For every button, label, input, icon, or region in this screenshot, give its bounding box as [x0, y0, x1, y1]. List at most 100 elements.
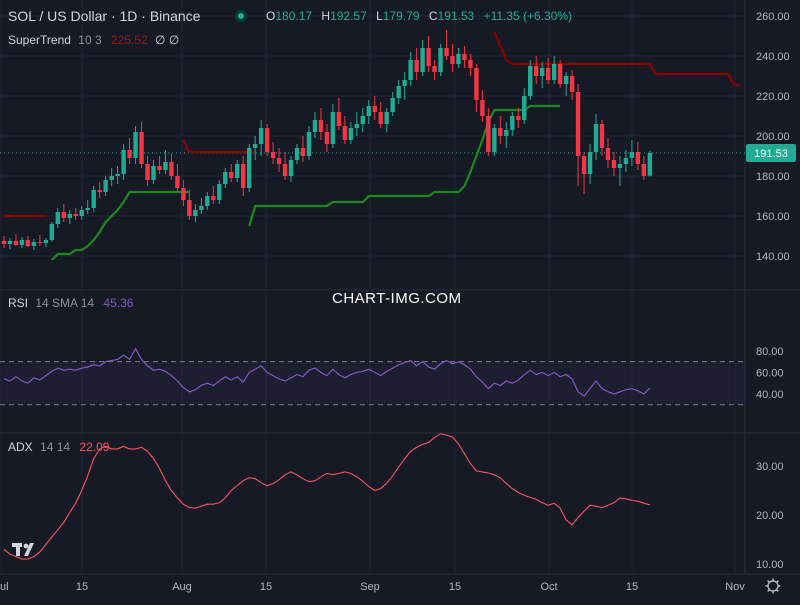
candle-body	[605, 148, 611, 160]
candle-body	[270, 152, 276, 158]
time-tick-label: Oct	[540, 581, 557, 593]
candle-body	[199, 206, 204, 210]
price-tick-label: 180.00	[756, 171, 790, 183]
candle-body	[534, 66, 539, 76]
candle-body	[581, 156, 587, 174]
candle-body	[587, 152, 593, 174]
last-price-tag	[746, 143, 796, 162]
candle-body	[540, 68, 545, 76]
candle-body	[211, 196, 216, 200]
candle-body	[157, 166, 162, 170]
price-tick-label: 240.00	[756, 51, 790, 63]
price-tick-label: 140.00	[756, 251, 790, 263]
candle-body	[121, 150, 126, 174]
candle-body	[504, 130, 509, 136]
candle-body	[127, 150, 132, 158]
candle-body	[282, 164, 288, 176]
gear-tooth	[775, 588, 779, 592]
candle-body	[498, 128, 503, 136]
candle-body	[635, 152, 641, 164]
rsi-legend[interactable]: RSI 14 SMA 14 45.36	[8, 296, 133, 310]
candle-body	[384, 112, 389, 124]
candle-body	[462, 54, 467, 60]
rsi-tick-label: 80.00	[756, 346, 784, 358]
change-value: +11.35 (+6.30%)	[483, 9, 573, 23]
rsi-name: RSI	[8, 296, 29, 310]
candle-body	[258, 128, 264, 144]
candle-body	[312, 120, 318, 132]
supertrend-up-segment	[51, 190, 190, 261]
last-price-label: 191.53	[754, 148, 788, 160]
candle-body	[516, 116, 521, 120]
low-value: 179.79	[382, 9, 420, 23]
candle-body	[13, 241, 19, 245]
adx-tick-label: 10.00	[756, 559, 784, 571]
candle-body	[85, 208, 90, 210]
candle-body	[205, 196, 210, 206]
candle-body	[300, 148, 306, 156]
gear-tooth	[775, 580, 779, 584]
candle-body	[414, 60, 419, 72]
rsi-tick-label: 60.00	[756, 367, 784, 379]
time-tick-label: 15	[626, 581, 638, 593]
candle-body	[360, 116, 365, 124]
tradingview-logo-icon[interactable]	[10, 540, 38, 560]
candle-body	[408, 60, 413, 80]
candle-body	[366, 106, 371, 116]
candle-body	[175, 176, 180, 188]
candle-body	[324, 132, 330, 144]
candle-body	[617, 164, 623, 168]
candle-body	[563, 76, 569, 84]
open-value: 180.17	[275, 9, 313, 23]
price-tick-label: 160.00	[756, 211, 790, 223]
time-tick-label: Aug	[172, 581, 192, 593]
candle-body	[43, 240, 49, 243]
open-key: O	[266, 9, 276, 23]
adx-params: 14 14	[40, 440, 71, 454]
supertrend-value: 225.52	[110, 33, 148, 47]
adx-value: 22.09	[79, 440, 110, 454]
rsi-value: 45.36	[103, 296, 134, 310]
candle-body	[276, 158, 282, 164]
close-value: 191.53	[437, 9, 475, 23]
candle-body	[109, 176, 114, 180]
low-key: L	[376, 9, 383, 23]
candle-body	[372, 106, 377, 112]
candle-body	[235, 164, 240, 178]
candle-body	[187, 200, 192, 216]
candle-body	[223, 172, 228, 184]
candle-body	[246, 148, 252, 188]
rsi-params: 14 SMA 14	[35, 296, 95, 310]
candle-body	[641, 164, 647, 176]
gear-tooth	[767, 588, 771, 592]
candle-body	[492, 128, 497, 152]
candle-body	[468, 60, 473, 68]
candle-body	[378, 112, 383, 124]
supertrend-legend[interactable]: SuperTrend 10 3 225.52 ∅ ∅	[8, 33, 179, 47]
time-tick-label: ul	[0, 581, 9, 593]
settings-gear-icon[interactable]	[765, 578, 781, 594]
candle-body	[480, 100, 485, 116]
market-status-icon	[235, 10, 247, 22]
candle-body	[575, 92, 581, 156]
adx-legend[interactable]: ADX 14 14 22.09	[8, 440, 109, 454]
candle-body	[330, 112, 336, 144]
candle-body	[438, 48, 443, 72]
candle-body	[115, 174, 120, 176]
candle-body	[522, 96, 527, 120]
candle-body	[25, 240, 31, 246]
candle-body	[145, 164, 150, 180]
watermark: CHART-IMG.COM	[332, 290, 462, 307]
candle-body	[31, 242, 37, 246]
candle-body	[456, 54, 461, 64]
candle-body	[294, 148, 300, 160]
candle-body	[342, 126, 348, 140]
time-tick-label: 15	[449, 581, 461, 593]
candle-body	[426, 48, 431, 66]
candle-body	[67, 214, 72, 218]
candle-body	[7, 241, 13, 244]
candle-body	[528, 66, 533, 96]
